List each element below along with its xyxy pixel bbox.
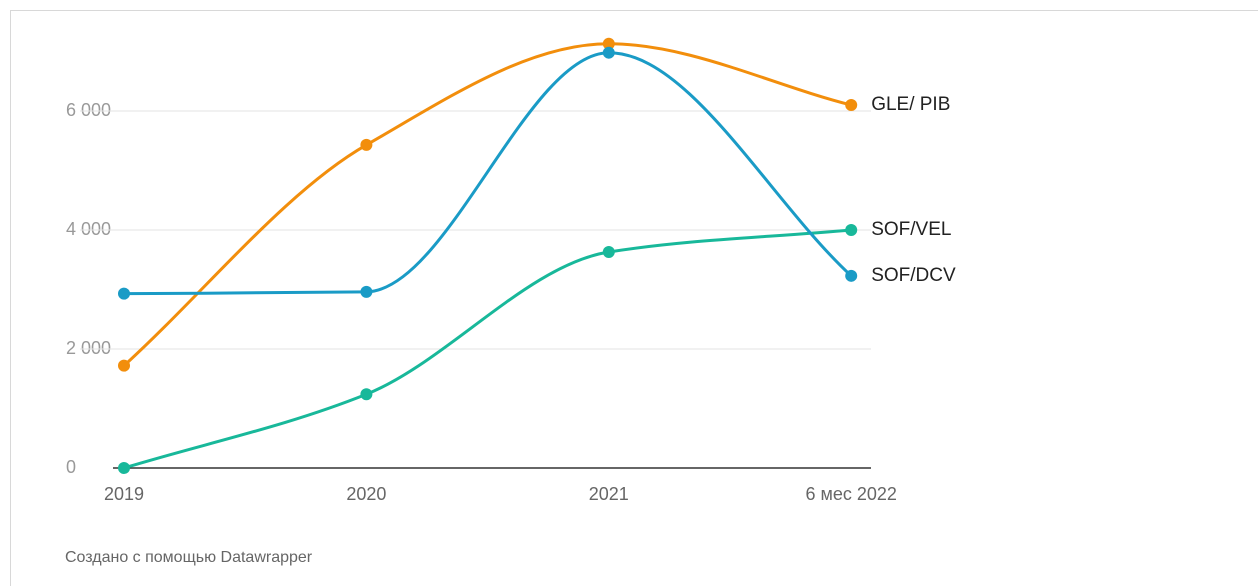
x-tick-label: 2021	[589, 484, 629, 504]
y-tick-label: 0	[66, 457, 76, 477]
data-point	[845, 99, 858, 112]
x-tick-label: 2019	[104, 484, 144, 504]
y-tick-label: 4 000	[66, 219, 111, 239]
data-point	[360, 138, 373, 151]
series-label: SOF/DCV	[871, 265, 956, 286]
series-line	[122, 42, 852, 367]
frame	[10, 10, 1258, 586]
data-point	[602, 37, 615, 50]
data-point	[360, 285, 373, 298]
x-tick-label: 6 мес 2022	[805, 484, 896, 504]
data-point	[602, 246, 615, 259]
series-label: GLE/ PIB	[871, 94, 950, 115]
data-point	[602, 46, 615, 59]
data-point	[118, 359, 130, 372]
data-point	[118, 462, 130, 474]
series-line	[123, 228, 852, 470]
x-tick-label: 2020	[346, 484, 386, 504]
footer: Создано с помощью Datawrapper	[65, 549, 313, 566]
data-point	[360, 388, 373, 401]
data-point	[845, 269, 858, 282]
y-tick-label: 2 000	[66, 338, 111, 358]
data-point	[118, 287, 130, 300]
data-point	[845, 224, 858, 236]
series-line	[123, 51, 853, 296]
series-label: SOF/VEL	[871, 219, 951, 240]
y-tick-label: 6 000	[66, 100, 111, 120]
